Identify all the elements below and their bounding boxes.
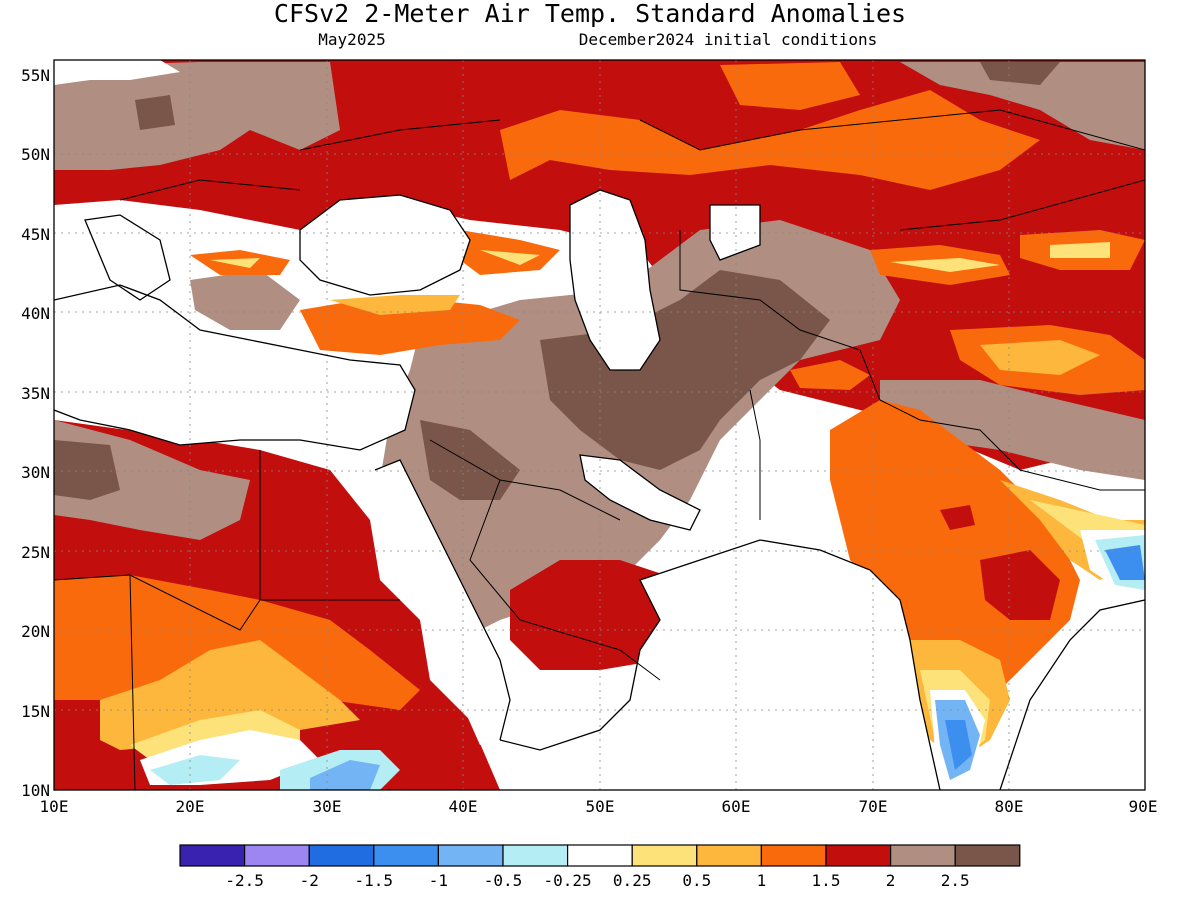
caspian-sea bbox=[570, 190, 660, 370]
legend-label: -0.25 bbox=[544, 871, 592, 890]
legend-swatch bbox=[502, 844, 569, 867]
anomaly-field-orange-afghan bbox=[790, 360, 870, 390]
color-legend-labels: -2.5 -2 -1.5 -1 -0.5 -0.25 0.25 0.5 1 1.5 2 2.5 bbox=[225, 871, 969, 890]
lat-label: 10N bbox=[21, 781, 50, 800]
lat-label: 25N bbox=[21, 543, 50, 562]
arabian-sea bbox=[500, 540, 940, 790]
anomaly-field-yellow-kazakh bbox=[890, 258, 1000, 272]
lat-label: 15N bbox=[21, 702, 50, 721]
legend-swatch bbox=[373, 844, 439, 867]
mediterranean-sea bbox=[54, 285, 415, 450]
legend-swatch bbox=[760, 844, 827, 867]
lon-label: 20E bbox=[176, 797, 205, 816]
lon-label: 50E bbox=[586, 797, 615, 816]
longitude-labels: 10E 20E 30E 40E 50E 60E 70E 80E 90E bbox=[40, 797, 1158, 816]
lon-label: 40E bbox=[449, 797, 478, 816]
lat-label: 45N bbox=[21, 225, 50, 244]
lat-label: 35N bbox=[21, 384, 50, 403]
lon-label: 60E bbox=[722, 797, 751, 816]
baltic-sea bbox=[54, 60, 180, 85]
map-frame bbox=[53, 59, 1146, 791]
legend-label: -2 bbox=[300, 871, 319, 890]
anomaly-field-orange-russia bbox=[500, 90, 1040, 190]
adriatic-sea bbox=[85, 215, 170, 300]
color-legend bbox=[179, 844, 1021, 867]
legend-label: 0.5 bbox=[682, 871, 711, 890]
legend-label: 1.5 bbox=[812, 871, 841, 890]
legend-swatch bbox=[244, 844, 310, 867]
legend-label: 1 bbox=[757, 871, 767, 890]
lon-label: 90E bbox=[1129, 797, 1158, 816]
anomaly-field-yellow-kazakh-e bbox=[1050, 242, 1110, 258]
anomaly-field-orange-russia-2 bbox=[720, 62, 860, 110]
anomaly-field-darkbrown-arabia bbox=[420, 420, 520, 500]
lon-label: 70E bbox=[859, 797, 888, 816]
legend-swatch bbox=[308, 844, 375, 867]
lat-label: 20N bbox=[21, 622, 50, 641]
coastlines bbox=[54, 189, 1145, 790]
legend-swatch bbox=[954, 844, 1021, 867]
legend-swatch bbox=[566, 844, 633, 867]
anomaly-field-yellow-caucasus bbox=[480, 250, 540, 265]
map-title: CFSv2 2-Meter Air Temp. Standard Anomali… bbox=[274, 0, 906, 28]
legend-label: -2.5 bbox=[225, 871, 264, 890]
anomaly-field-brown-balkans bbox=[190, 270, 300, 330]
legend-label: -0.5 bbox=[484, 871, 523, 890]
lat-label: 50N bbox=[21, 145, 50, 164]
anomaly-field-darkbrown-iran bbox=[540, 270, 830, 470]
anomaly-field-blue-india-s bbox=[945, 720, 972, 770]
anomaly-field-red-india bbox=[980, 550, 1060, 620]
map-panel bbox=[54, 60, 1145, 790]
persian-gulf bbox=[580, 455, 700, 530]
anomaly-field-yellow-balkans bbox=[210, 258, 260, 268]
valid-month: May2025 bbox=[318, 30, 385, 49]
initial-conditions: December2024 initial conditions bbox=[579, 30, 878, 49]
lon-label: 30E bbox=[313, 797, 342, 816]
legend-label: 2.5 bbox=[941, 871, 970, 890]
anomaly-field-brown-ne bbox=[900, 62, 1145, 150]
lon-label: 10E bbox=[40, 797, 69, 816]
black-sea bbox=[300, 195, 470, 295]
anomaly-field-yellow-tibet bbox=[980, 340, 1100, 375]
legend-swatch bbox=[179, 844, 246, 867]
latitude-labels: 55N 50N 45N 40N 35N 30N 25N 20N 15N 10N bbox=[21, 66, 50, 800]
legend-swatch bbox=[437, 844, 504, 867]
anomaly-field-orange-sahel bbox=[54, 575, 420, 710]
graticule bbox=[54, 60, 1145, 790]
legend-label: 2 bbox=[886, 871, 896, 890]
lat-label: 40N bbox=[21, 304, 50, 323]
anomaly-field-yellow-sahel bbox=[100, 640, 360, 750]
bay-of-bengal bbox=[1000, 600, 1145, 790]
red-sea bbox=[375, 460, 510, 745]
legend-label: -1.5 bbox=[355, 871, 394, 890]
anomaly-field-blue-bengal bbox=[1105, 545, 1145, 580]
legend-label: 0.25 bbox=[613, 871, 652, 890]
legend-swatch bbox=[889, 844, 956, 867]
anomaly-field-darkbrown-europe bbox=[135, 95, 175, 130]
aral-sea bbox=[710, 205, 760, 260]
anomaly-field-blue-africa bbox=[310, 760, 380, 790]
legend-label: -1 bbox=[429, 871, 448, 890]
legend-swatch bbox=[825, 844, 892, 867]
anomaly-field-brown-tibet bbox=[880, 380, 1145, 480]
anomaly-field-brown-europe bbox=[54, 62, 340, 170]
legend-swatch bbox=[631, 844, 698, 867]
anomaly-field-brown-ne-darker bbox=[980, 62, 1060, 85]
legend-swatch bbox=[696, 844, 762, 867]
lat-label: 30N bbox=[21, 463, 50, 482]
anomaly-field-orange-turkey bbox=[300, 300, 520, 355]
anomaly-field-lightblue-africa bbox=[150, 755, 240, 785]
country-borders bbox=[54, 109, 1145, 790]
anomaly-field-darkbrown-libya bbox=[54, 440, 120, 500]
lat-label: 55N bbox=[21, 66, 50, 85]
anomaly-field-yellow-turkey bbox=[330, 295, 460, 315]
anomaly-field-red-india-n bbox=[940, 505, 975, 530]
lon-label: 80E bbox=[995, 797, 1024, 816]
